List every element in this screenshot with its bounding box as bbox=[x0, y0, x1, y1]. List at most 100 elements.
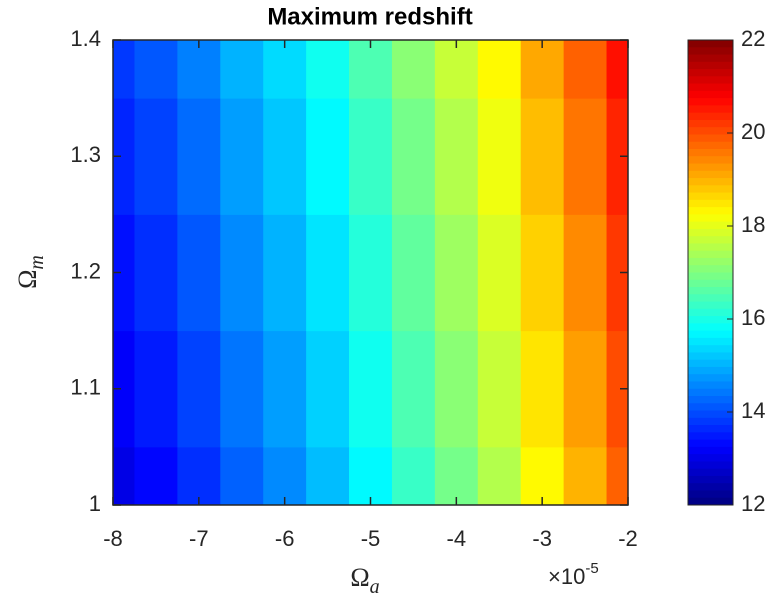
heatmap-cell bbox=[113, 98, 135, 215]
heatmap-cell bbox=[113, 446, 135, 505]
colorbar-swatch bbox=[688, 330, 733, 339]
colorbar-swatch bbox=[688, 236, 733, 244]
colorbar-swatch bbox=[688, 272, 733, 281]
heatmap-cell bbox=[134, 446, 178, 505]
heatmap-cell bbox=[263, 40, 307, 99]
heatmap-cell bbox=[177, 40, 221, 99]
colorbar-swatch bbox=[688, 359, 733, 368]
colorbar-swatch bbox=[688, 69, 733, 77]
heatmap-cell bbox=[349, 40, 393, 99]
colorbar-swatch bbox=[688, 316, 733, 324]
colorbar-swatch bbox=[688, 287, 733, 295]
heatmap-cell bbox=[520, 40, 565, 99]
colorbar-swatch bbox=[688, 308, 733, 317]
colorbar-swatch bbox=[688, 199, 733, 208]
axes: -8 -7 -6 -5 -4 -3 -2 1 1.1 1.2 1.3 1.4 bbox=[70, 26, 637, 551]
heatmap-cell bbox=[134, 330, 178, 448]
heatmap-cell bbox=[563, 98, 608, 215]
colorbar-swatch bbox=[688, 250, 733, 259]
heatmap-cell bbox=[434, 330, 479, 448]
colorbar-tick-label: 18 bbox=[741, 212, 765, 237]
heatmap-cell bbox=[177, 330, 221, 448]
heatmap-cell bbox=[434, 446, 479, 505]
heatmap-cell bbox=[349, 330, 393, 448]
colorbar-swatch bbox=[688, 119, 733, 128]
colorbar-swatch bbox=[688, 388, 733, 397]
colorbar-tick-label: 12 bbox=[741, 491, 765, 516]
colorbar-swatch bbox=[688, 403, 733, 412]
heatmap-cell bbox=[306, 446, 350, 505]
y-label-subscript: m bbox=[26, 255, 48, 269]
heatmap-cell bbox=[391, 40, 436, 99]
colorbar-swatch bbox=[688, 178, 733, 186]
colorbar-swatch bbox=[688, 98, 733, 106]
colorbar-swatch bbox=[688, 221, 733, 230]
heatmap-cell bbox=[306, 98, 350, 215]
heatmap-cell bbox=[113, 330, 135, 448]
colorbar-swatch bbox=[688, 127, 733, 135]
heatmap-cell bbox=[220, 98, 264, 215]
colorbar-swatch bbox=[688, 439, 733, 448]
colorbar-swatch bbox=[688, 337, 733, 346]
colorbar-swatch bbox=[688, 185, 733, 194]
heatmap-cell bbox=[606, 40, 628, 99]
heatmap-cell bbox=[220, 446, 264, 505]
heatmap-cell bbox=[477, 446, 522, 505]
x-multiplier-base: ×10 bbox=[548, 564, 585, 589]
heatmap-cell bbox=[563, 330, 608, 448]
colorbar-frame bbox=[687, 39, 734, 506]
colorbar-swatch bbox=[688, 352, 733, 361]
colorbar-swatch bbox=[688, 301, 733, 310]
colorbar-swatch bbox=[688, 83, 733, 92]
heatmap-cell bbox=[263, 98, 307, 215]
heatmap-cell bbox=[391, 214, 436, 332]
colorbar-swatch bbox=[688, 228, 733, 237]
heatmap-cell bbox=[177, 446, 221, 505]
heatmap-cell bbox=[434, 98, 479, 215]
heatmap bbox=[113, 40, 628, 505]
x-label-symbol: Ω bbox=[350, 563, 369, 592]
heatmap-cell bbox=[391, 446, 436, 505]
heatmap-cell bbox=[477, 98, 522, 215]
x-tick-label: -2 bbox=[618, 526, 638, 551]
heatmap-cell bbox=[520, 330, 565, 448]
y-axis-label: Ωm bbox=[13, 255, 48, 289]
y-tick-label: 1.4 bbox=[70, 26, 101, 51]
heatmap-cell bbox=[606, 214, 628, 332]
chart-title: Maximum redshift bbox=[267, 3, 472, 30]
colorbar-swatch bbox=[688, 112, 733, 121]
heatmap-cell bbox=[134, 40, 178, 99]
y-tick-label: 1.1 bbox=[70, 375, 101, 400]
heatmap-cell bbox=[434, 40, 479, 99]
colorbar-swatch bbox=[688, 461, 733, 470]
heatmap-cell bbox=[263, 446, 307, 505]
colorbar-swatch bbox=[688, 374, 733, 382]
y-label-symbol: Ω bbox=[13, 270, 42, 289]
colorbar-swatch bbox=[688, 163, 733, 172]
x-multiplier-exponent: -5 bbox=[585, 560, 598, 577]
colorbar-tick-label: 14 bbox=[741, 398, 765, 423]
heatmap-cell bbox=[391, 330, 436, 448]
x-tick-label: -3 bbox=[532, 526, 552, 551]
heatmap-cell bbox=[349, 98, 393, 215]
colorbar-swatch bbox=[688, 432, 733, 441]
x-label-subscript: a bbox=[370, 576, 380, 598]
colorbar-swatch bbox=[688, 396, 733, 404]
x-tick-label: -5 bbox=[361, 526, 381, 551]
colorbar-swatch bbox=[688, 468, 733, 477]
colorbar-swatch bbox=[688, 454, 733, 462]
colorbar-tick-label: 16 bbox=[741, 305, 765, 330]
y-tick-label: 1.3 bbox=[70, 142, 101, 167]
colorbar-swatch bbox=[688, 214, 733, 223]
colorbar-swatch bbox=[688, 345, 733, 353]
heatmap-cell bbox=[177, 98, 221, 215]
x-multiplier: ×10-5 bbox=[548, 560, 599, 589]
heatmap-cell bbox=[306, 214, 350, 332]
colorbar-swatch bbox=[688, 61, 733, 70]
heatmap-cell bbox=[477, 214, 522, 332]
colorbar-swatch bbox=[688, 170, 733, 179]
colorbar-swatch bbox=[688, 141, 733, 150]
heatmap-cell bbox=[349, 214, 393, 332]
colorbar-swatch bbox=[688, 417, 733, 426]
x-tick-label: -7 bbox=[189, 526, 209, 551]
